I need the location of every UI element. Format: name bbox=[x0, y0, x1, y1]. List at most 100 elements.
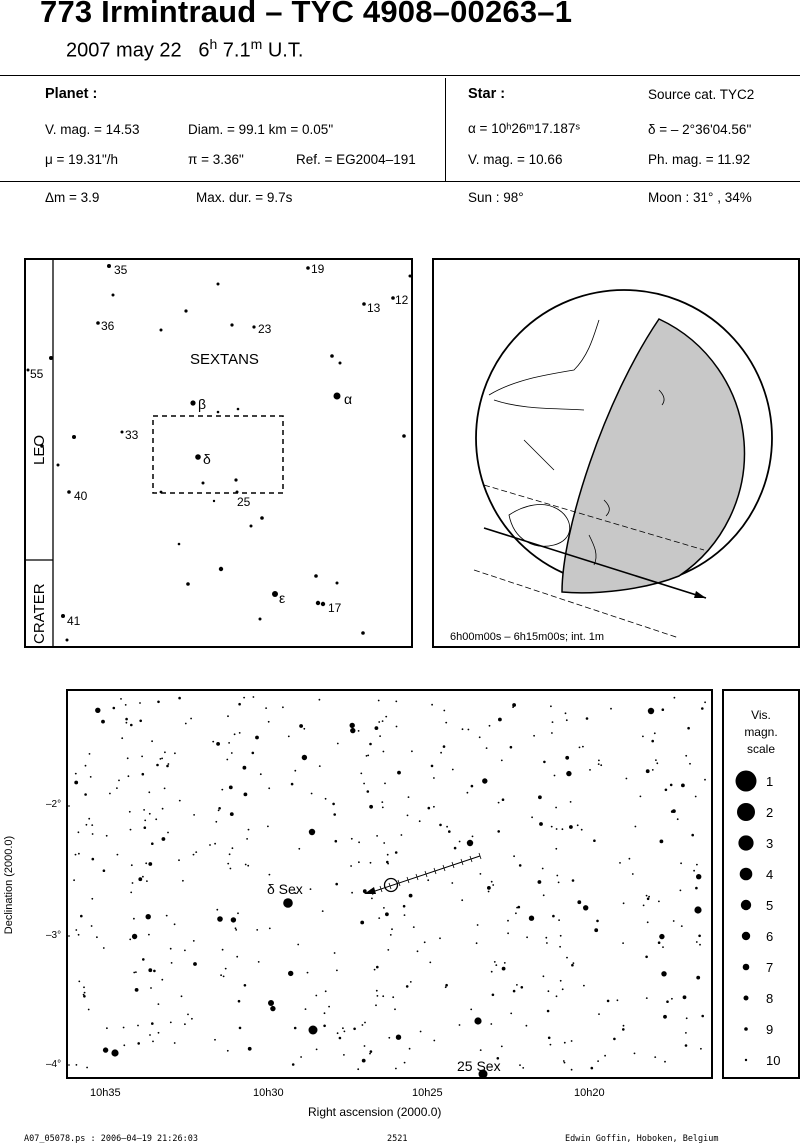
field-star bbox=[267, 720, 270, 723]
field-star bbox=[657, 941, 661, 944]
field-star bbox=[133, 917, 135, 920]
field-star bbox=[238, 732, 241, 734]
field-star bbox=[490, 1023, 493, 1025]
mag-scale-dot bbox=[743, 995, 749, 1001]
field-star bbox=[226, 758, 229, 761]
field-star bbox=[301, 754, 308, 761]
field-star bbox=[701, 1014, 704, 1018]
field-star bbox=[570, 1068, 573, 1071]
field-star bbox=[382, 995, 385, 998]
bright-star bbox=[217, 916, 223, 922]
field-star bbox=[479, 1049, 482, 1051]
field-star bbox=[157, 1003, 160, 1005]
finder-star bbox=[306, 266, 310, 270]
field-star bbox=[95, 707, 101, 713]
field-star bbox=[126, 757, 129, 760]
field-star bbox=[88, 817, 91, 820]
field-star bbox=[397, 770, 401, 775]
field-star bbox=[598, 759, 600, 762]
field-star bbox=[658, 900, 660, 903]
bright-star bbox=[478, 1069, 488, 1077]
field-star bbox=[561, 988, 564, 991]
crater-label: CRATER bbox=[31, 583, 48, 644]
field-star bbox=[427, 879, 430, 882]
field-star bbox=[298, 847, 301, 850]
field-star bbox=[604, 1054, 606, 1057]
field-star bbox=[492, 884, 495, 886]
magnitude-scale: 1 2 3 4 5 6 7 8 9 10 bbox=[735, 770, 780, 1068]
field-star bbox=[639, 795, 642, 798]
finder-star bbox=[184, 309, 188, 313]
field-star bbox=[541, 867, 544, 870]
field-star bbox=[578, 746, 581, 749]
field-star bbox=[559, 934, 562, 937]
field-star bbox=[353, 1027, 356, 1031]
field-star bbox=[648, 895, 650, 898]
field-star bbox=[294, 892, 297, 894]
bright-star bbox=[268, 1000, 274, 1006]
field-star bbox=[673, 696, 676, 699]
field-star bbox=[165, 914, 168, 917]
field-star bbox=[378, 917, 381, 919]
field-star bbox=[259, 773, 262, 776]
field-star bbox=[495, 964, 498, 966]
field-star bbox=[696, 874, 702, 880]
field-star bbox=[519, 1064, 521, 1066]
field-star bbox=[566, 956, 568, 959]
star-heading: Star : bbox=[468, 86, 506, 102]
mag-scale-dot bbox=[739, 867, 753, 881]
field-star bbox=[498, 717, 502, 722]
field-star bbox=[234, 927, 237, 930]
field-star bbox=[634, 825, 637, 828]
field-star bbox=[169, 947, 172, 950]
field-star bbox=[242, 765, 247, 770]
field-star bbox=[369, 804, 373, 809]
field-star bbox=[218, 807, 221, 810]
field-star bbox=[625, 777, 628, 780]
ytick-minus4: –4° bbox=[46, 1059, 62, 1070]
field-star bbox=[645, 997, 648, 999]
field-star bbox=[381, 801, 384, 803]
mag-scale-label: 3 bbox=[766, 836, 773, 851]
field-star bbox=[619, 862, 621, 864]
field-star bbox=[379, 735, 381, 737]
finder-star bbox=[235, 490, 239, 494]
field-star bbox=[531, 816, 533, 819]
field-star bbox=[252, 696, 255, 698]
ytick-minus3: –3° bbox=[46, 930, 62, 941]
field-star bbox=[121, 737, 124, 740]
field-star bbox=[358, 861, 360, 864]
x-axis-label: Right ascension (2000.0) bbox=[308, 1105, 442, 1119]
mag-scale-label: 9 bbox=[766, 1022, 773, 1037]
constellation-label: SEXTANS bbox=[190, 351, 259, 368]
field-star bbox=[135, 971, 137, 973]
field-star bbox=[589, 769, 591, 771]
field-star bbox=[361, 1058, 366, 1063]
field-star bbox=[680, 925, 683, 927]
field-star bbox=[96, 936, 98, 939]
field-star bbox=[184, 722, 187, 725]
field-star bbox=[91, 833, 94, 835]
moon-info: Moon : 31° , 34% bbox=[648, 190, 752, 205]
field-star bbox=[571, 963, 574, 967]
field-star bbox=[555, 995, 558, 998]
field-star bbox=[173, 1042, 176, 1044]
bright-star bbox=[647, 707, 655, 715]
finder-star bbox=[314, 574, 318, 578]
field-star bbox=[247, 864, 250, 867]
field-star bbox=[375, 989, 378, 992]
night-side-shading bbox=[561, 318, 746, 594]
field-star bbox=[125, 717, 128, 721]
field-star bbox=[265, 707, 267, 709]
field-star bbox=[479, 873, 482, 875]
field-star bbox=[516, 906, 518, 909]
field-star bbox=[139, 719, 142, 723]
path-limit-north bbox=[483, 484, 705, 551]
field-star bbox=[233, 733, 236, 736]
mag-scale-title: Vis. magn. scale bbox=[724, 707, 798, 758]
bright-star bbox=[466, 839, 474, 847]
finder-star bbox=[333, 392, 341, 400]
page-title: 773 Irmintraud – TYC 4908–00263–1 bbox=[40, 0, 573, 29]
field-star bbox=[101, 719, 105, 724]
field-star bbox=[87, 1008, 90, 1011]
